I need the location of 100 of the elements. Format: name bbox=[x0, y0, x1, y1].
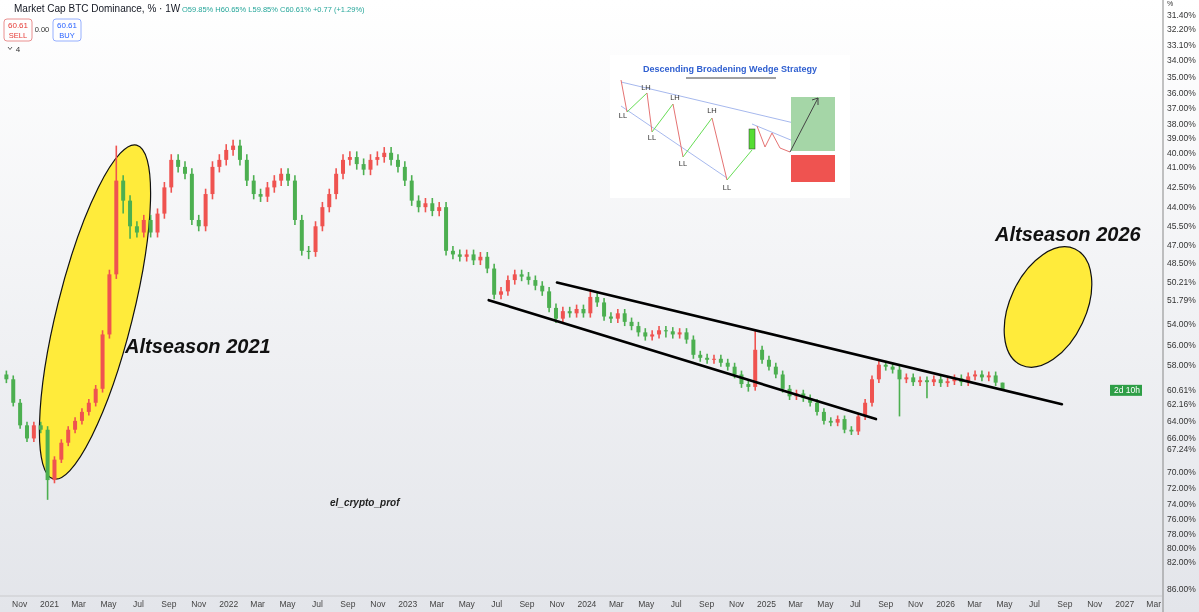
candlestick bbox=[924, 375, 929, 399]
x-tick-label: Mar bbox=[788, 599, 803, 609]
x-tick-label: May bbox=[817, 599, 835, 609]
y-tick-label: 37.00% bbox=[1167, 103, 1197, 114]
candlestick bbox=[155, 207, 160, 239]
candlestick bbox=[876, 359, 881, 384]
y-tick-label: 42.50% bbox=[1167, 182, 1197, 193]
candlestick bbox=[553, 302, 558, 324]
y-tick-label: 31.40% bbox=[1167, 9, 1197, 20]
x-tick-label: Mar bbox=[429, 599, 445, 609]
x-tick-label: Jul bbox=[849, 599, 861, 609]
y-tick-label: 67.24% bbox=[1167, 444, 1197, 455]
y-tick-label: 50.21% bbox=[1167, 277, 1197, 288]
y-tick-label: 58.00% bbox=[1167, 359, 1197, 370]
candlestick bbox=[547, 286, 552, 314]
y-tick-label: 35.00% bbox=[1167, 71, 1197, 82]
candlestick bbox=[334, 167, 339, 201]
y-tick-label: 51.79% bbox=[1167, 295, 1197, 306]
candlestick bbox=[430, 197, 435, 217]
x-tick-label: May bbox=[458, 599, 476, 609]
x-tick-label: Jul bbox=[132, 599, 144, 609]
y-tick-label: 64.00% bbox=[1167, 415, 1197, 426]
x-tick-label: Nov bbox=[370, 599, 387, 609]
candlestick bbox=[711, 354, 716, 365]
candlestick bbox=[320, 201, 325, 233]
annotation: el_crypto_prof bbox=[330, 497, 402, 508]
x-tick-label: May bbox=[996, 599, 1014, 609]
candlestick bbox=[18, 398, 23, 430]
annotation: Altseason 2026 bbox=[994, 223, 1142, 245]
candlestick bbox=[24, 420, 29, 443]
x-tick-label: 2021 bbox=[40, 599, 60, 609]
x-tick-label: Mar bbox=[609, 599, 624, 609]
x-tick-label: Sep bbox=[161, 599, 177, 609]
candlestick bbox=[918, 375, 923, 387]
x-tick-label: 2027 bbox=[1115, 599, 1135, 609]
candlestick bbox=[657, 325, 662, 340]
annotation: Altseason 2021 bbox=[124, 335, 271, 357]
x-tick-label: 2025 bbox=[757, 599, 777, 609]
y-tick-label: 74.00% bbox=[1167, 498, 1197, 509]
x-tick-label: Jul bbox=[670, 599, 682, 609]
candlestick bbox=[31, 420, 36, 443]
candlestick bbox=[237, 139, 242, 167]
candlestick bbox=[602, 297, 607, 322]
y-tick-label: 34.00% bbox=[1167, 55, 1197, 66]
x-tick-label: Sep bbox=[699, 599, 715, 609]
y-tick-label: 47.00% bbox=[1167, 239, 1197, 250]
y-tick-label: 39.00% bbox=[1167, 133, 1197, 144]
y-tick-label: 62.16% bbox=[1167, 399, 1197, 410]
candlestick bbox=[59, 438, 64, 464]
candlestick bbox=[931, 374, 936, 387]
y-tick-label: 82.00% bbox=[1167, 557, 1197, 568]
y-tick-label: 40.00% bbox=[1167, 147, 1197, 158]
candlestick bbox=[650, 329, 655, 342]
candlestick bbox=[341, 153, 346, 181]
candlestick bbox=[224, 143, 229, 167]
x-tick-label: May bbox=[279, 599, 297, 609]
candlestick bbox=[141, 214, 146, 239]
candlestick bbox=[505, 274, 510, 297]
x-tick-label: Nov bbox=[908, 599, 924, 609]
x-tick-label: Sep bbox=[340, 599, 356, 609]
x-tick-label: 2023 bbox=[398, 599, 418, 609]
candlestick bbox=[457, 248, 462, 263]
x-tick-label: May bbox=[100, 599, 118, 609]
x-tick-label: Nov bbox=[1087, 599, 1104, 609]
candlestick bbox=[382, 146, 387, 164]
candlestick bbox=[973, 369, 978, 382]
y-tick-label: 45.50% bbox=[1167, 221, 1197, 232]
y-tick-label: 78.00% bbox=[1167, 528, 1197, 539]
candlestick bbox=[354, 150, 359, 171]
y-tick-label: 38.00% bbox=[1167, 118, 1197, 129]
candlestick bbox=[691, 334, 696, 360]
candlestick bbox=[670, 326, 675, 340]
candlestick bbox=[66, 425, 71, 447]
x-tick-label: Nov bbox=[191, 599, 208, 609]
x-tick-label: Mar bbox=[250, 599, 266, 609]
annotation: Descending Broadening Wedge Strategy bbox=[643, 64, 817, 74]
candlestick bbox=[986, 370, 991, 383]
candlestick bbox=[828, 416, 833, 427]
candlestick bbox=[760, 344, 765, 365]
x-tick-label: Mar bbox=[967, 599, 983, 609]
candlestick bbox=[347, 150, 352, 167]
y-tick-label: 44.00% bbox=[1167, 202, 1197, 213]
x-tick-label: Sep bbox=[519, 599, 535, 609]
y-tick-label: 33.10% bbox=[1167, 39, 1197, 50]
chart-title: Market Cap BTC Dominance, % · 1W bbox=[14, 3, 181, 14]
y-tick-label: 76.00% bbox=[1167, 513, 1197, 524]
annotation: 60.61 bbox=[7, 21, 29, 30]
y-tick-label: 32.20% bbox=[1167, 24, 1197, 35]
y-tick-label: 70.00% bbox=[1167, 466, 1197, 477]
annotation: 2d 10h bbox=[1114, 384, 1141, 395]
candlestick bbox=[148, 214, 153, 239]
annotation: 4 bbox=[15, 45, 21, 54]
y-tick-label: 36.00% bbox=[1167, 87, 1197, 98]
candlestick bbox=[389, 146, 394, 167]
x-tick-label: Jul bbox=[312, 599, 324, 609]
x-tick-label: 2026 bbox=[936, 599, 956, 609]
y-tick-label: 86.00% bbox=[1167, 584, 1197, 595]
y-tick-label: 72.00% bbox=[1167, 483, 1197, 494]
x-tick-label: 2024 bbox=[577, 599, 597, 609]
x-tick-label: 2022 bbox=[219, 599, 239, 609]
